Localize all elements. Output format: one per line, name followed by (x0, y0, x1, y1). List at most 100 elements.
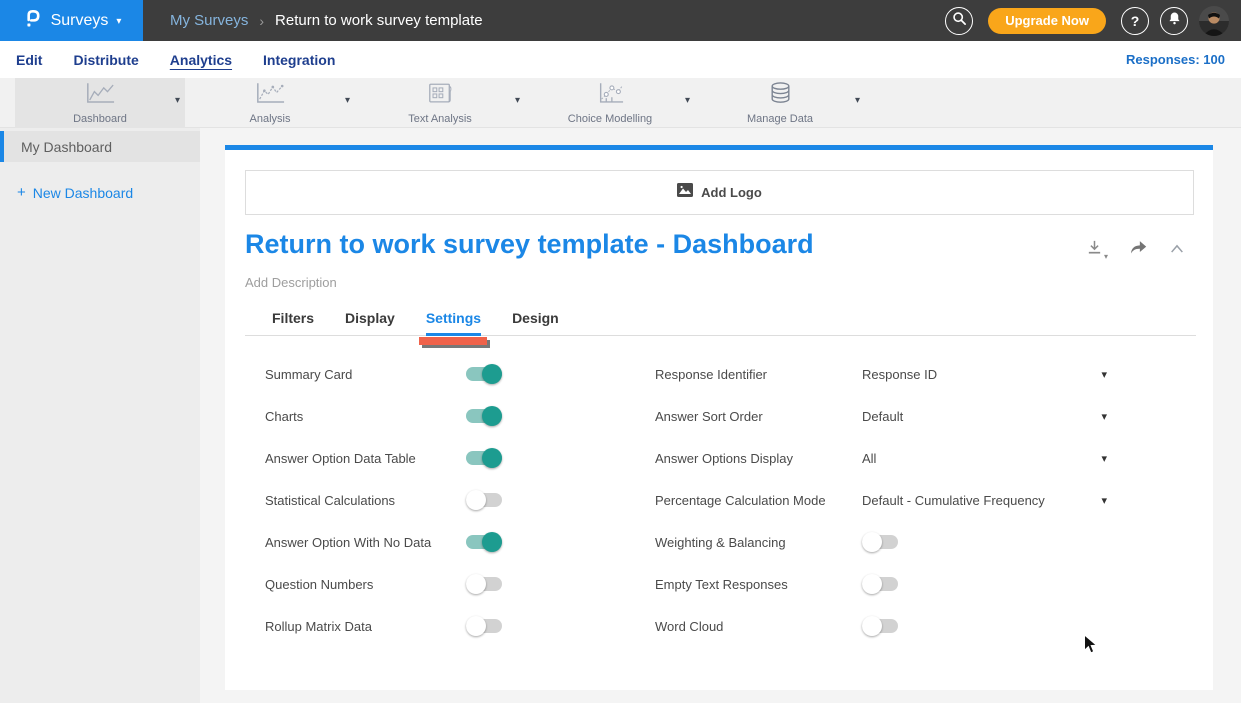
toggle-statistical-calculations[interactable] (466, 490, 502, 510)
topbar-actions: Upgrade Now ? (945, 5, 1241, 36)
new-dashboard-label: New Dashboard (32, 184, 134, 201)
upgrade-now-button[interactable]: Upgrade Now (988, 7, 1106, 34)
caret-down-icon[interactable]: ▾ (1101, 494, 1107, 507)
breadcrumb-my-surveys[interactable]: My Surveys (170, 12, 249, 29)
user-avatar[interactable] (1199, 5, 1229, 36)
toggle-knob (862, 616, 882, 636)
setting-label: Summary Card (265, 366, 353, 382)
caret-down-icon[interactable]: ▾ (1101, 452, 1107, 465)
setting-row-question-numbers: Question Numbers (265, 563, 502, 605)
bell-icon (1167, 11, 1182, 31)
toggle-empty-text-responses[interactable] (862, 574, 898, 594)
toggle-knob (482, 448, 502, 468)
nav-item-analytics[interactable]: Analytics (169, 51, 233, 68)
tab-display[interactable]: Display (345, 310, 395, 326)
toggle-charts[interactable] (466, 406, 502, 426)
share-icon (1129, 239, 1148, 261)
sidebar-item-label: My Dashboard (21, 138, 113, 155)
caret-down-icon[interactable]: ▾ (174, 95, 180, 106)
notifications-button[interactable] (1160, 6, 1188, 35)
setting-label: Answer Option Data Table (265, 450, 416, 466)
tab-filters[interactable]: Filters (272, 310, 315, 326)
dashboard-sidebar: My Dashboard + New Dashboard (0, 128, 200, 703)
toolbar-item-label: Dashboard (73, 112, 127, 125)
add-description-field[interactable]: Add Description (245, 275, 337, 290)
nav-item-integration[interactable]: Integration (263, 51, 336, 68)
settings-tabs: Filters Display Settings Design (245, 310, 1196, 336)
database-icon (768, 81, 793, 110)
select-answer-sort-order[interactable]: Default ▾ (862, 409, 1107, 424)
caret-down-icon[interactable]: ▾ (1101, 410, 1107, 423)
caret-down-icon[interactable]: ▾ (854, 95, 860, 106)
select-percentage-calculation-mode[interactable]: Default - Cumulative Frequency ▾ (862, 493, 1107, 508)
breadcrumb: My Surveys › Return to work survey templ… (170, 12, 483, 29)
toggle-rollup-matrix-data[interactable] (466, 616, 502, 636)
collapse-button[interactable] (1169, 241, 1185, 259)
top-bar: Surveys ▾ My Surveys › Return to work su… (0, 0, 1241, 41)
download-caret-icon: ▾ (1103, 252, 1108, 261)
setting-control (862, 616, 1107, 636)
toggle-summary-card[interactable] (466, 364, 502, 384)
toolbar-item-dashboard[interactable]: Dashboard ▾ (15, 78, 185, 128)
toggle-word-cloud[interactable] (862, 616, 898, 636)
setting-row-statistical-calculations: Statistical Calculations (265, 479, 502, 521)
toggle-knob (482, 532, 502, 552)
setting-row-weighting-balancing: Weighting & Balancing (655, 521, 1107, 563)
toggle-question-numbers[interactable] (466, 574, 502, 594)
setting-label: Answer Sort Order (655, 408, 763, 424)
survey-nav: Edit Distribute Analytics Integration Respo… (0, 41, 1241, 78)
toggle-answer-option-with-no-data[interactable] (466, 532, 502, 552)
toolbar-item-choice-modelling[interactable]: Choice Modelling ▾ (525, 78, 695, 128)
caret-down-icon[interactable]: ▾ (344, 95, 350, 106)
setting-label: Percentage Calculation Mode (655, 492, 826, 508)
share-button[interactable] (1129, 239, 1148, 261)
caret-down-icon[interactable]: ▾ (684, 95, 690, 106)
caret-down-icon[interactable]: ▾ (1101, 368, 1107, 381)
product-menu[interactable]: Surveys ▾ (0, 0, 143, 41)
nav-tabs: Edit Distribute Analytics Integration (0, 52, 335, 68)
tab-design[interactable]: Design (512, 310, 559, 326)
analysis-chart-icon (255, 82, 285, 110)
download-button[interactable]: ▾ (1086, 239, 1108, 261)
setting-row-answer-option-data-table: Answer Option Data Table (265, 437, 502, 479)
help-button[interactable]: ? (1121, 6, 1149, 35)
chevron-up-icon (1169, 241, 1185, 259)
toolbar-item-label: Choice Modelling (567, 112, 653, 125)
question-icon: ? (1130, 12, 1140, 29)
toggle-knob (482, 406, 502, 426)
nav-item-distribute[interactable]: Distribute (73, 51, 139, 68)
toggle-answer-option-data-table[interactable] (466, 448, 502, 468)
responses-count[interactable]: Responses: 100 (1126, 52, 1225, 67)
text-analysis-icon (427, 82, 453, 110)
plus-icon: + (17, 184, 26, 201)
toggle-knob (466, 574, 486, 594)
dashboard-title[interactable]: Return to work survey template - Dashboa… (245, 229, 814, 259)
setting-label: Statistical Calculations (265, 492, 396, 508)
select-value: All (862, 450, 877, 466)
toolbar-item-text-analysis[interactable]: Text Analysis ▾ (355, 78, 525, 128)
setting-control (862, 532, 1107, 552)
new-dashboard-button[interactable]: + New Dashboard (17, 184, 200, 201)
search-button[interactable] (945, 6, 974, 35)
setting-label: Charts (265, 408, 304, 424)
setting-row-rollup-matrix-data: Rollup Matrix Data (265, 605, 502, 647)
setting-label: Weighting & Balancing (655, 534, 786, 550)
select-answer-options-display[interactable]: All ▾ (862, 451, 1107, 466)
toggle-knob (862, 532, 882, 552)
nav-item-edit[interactable]: Edit (16, 51, 43, 68)
choice-modelling-icon (596, 82, 624, 110)
toolbar-item-analysis[interactable]: Analysis ▾ (185, 78, 355, 128)
add-logo-button[interactable]: Add Logo (245, 170, 1194, 215)
sidebar-item-my-dashboard[interactable]: My Dashboard (0, 131, 200, 162)
toggle-knob (466, 490, 486, 510)
select-response-identifier[interactable]: Response ID ▾ (862, 367, 1107, 382)
select-value: Default - Cumulative Frequency (862, 492, 1045, 508)
toolbar-item-manage-data[interactable]: Manage Data ▾ (695, 78, 865, 128)
select-value: Response ID (862, 366, 938, 382)
setting-row-response-identifier: Response Identifier Response ID ▾ (655, 353, 1107, 395)
tab-settings[interactable]: Settings (425, 310, 482, 336)
toggle-weighting-balancing[interactable] (862, 532, 898, 552)
caret-down-icon[interactable]: ▾ (514, 95, 520, 106)
setting-label: Rollup Matrix Data (265, 618, 372, 634)
select-value: Default (862, 408, 904, 424)
